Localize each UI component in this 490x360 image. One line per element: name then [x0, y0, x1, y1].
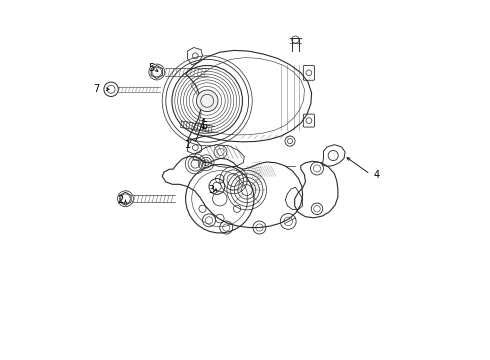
- Text: 1: 1: [185, 140, 191, 150]
- Text: 5: 5: [148, 63, 154, 73]
- Circle shape: [196, 90, 218, 112]
- Text: 2: 2: [117, 195, 123, 205]
- Text: 7: 7: [93, 84, 99, 94]
- Text: 3: 3: [208, 185, 215, 195]
- Text: 6: 6: [201, 121, 207, 131]
- Text: 4: 4: [374, 170, 380, 180]
